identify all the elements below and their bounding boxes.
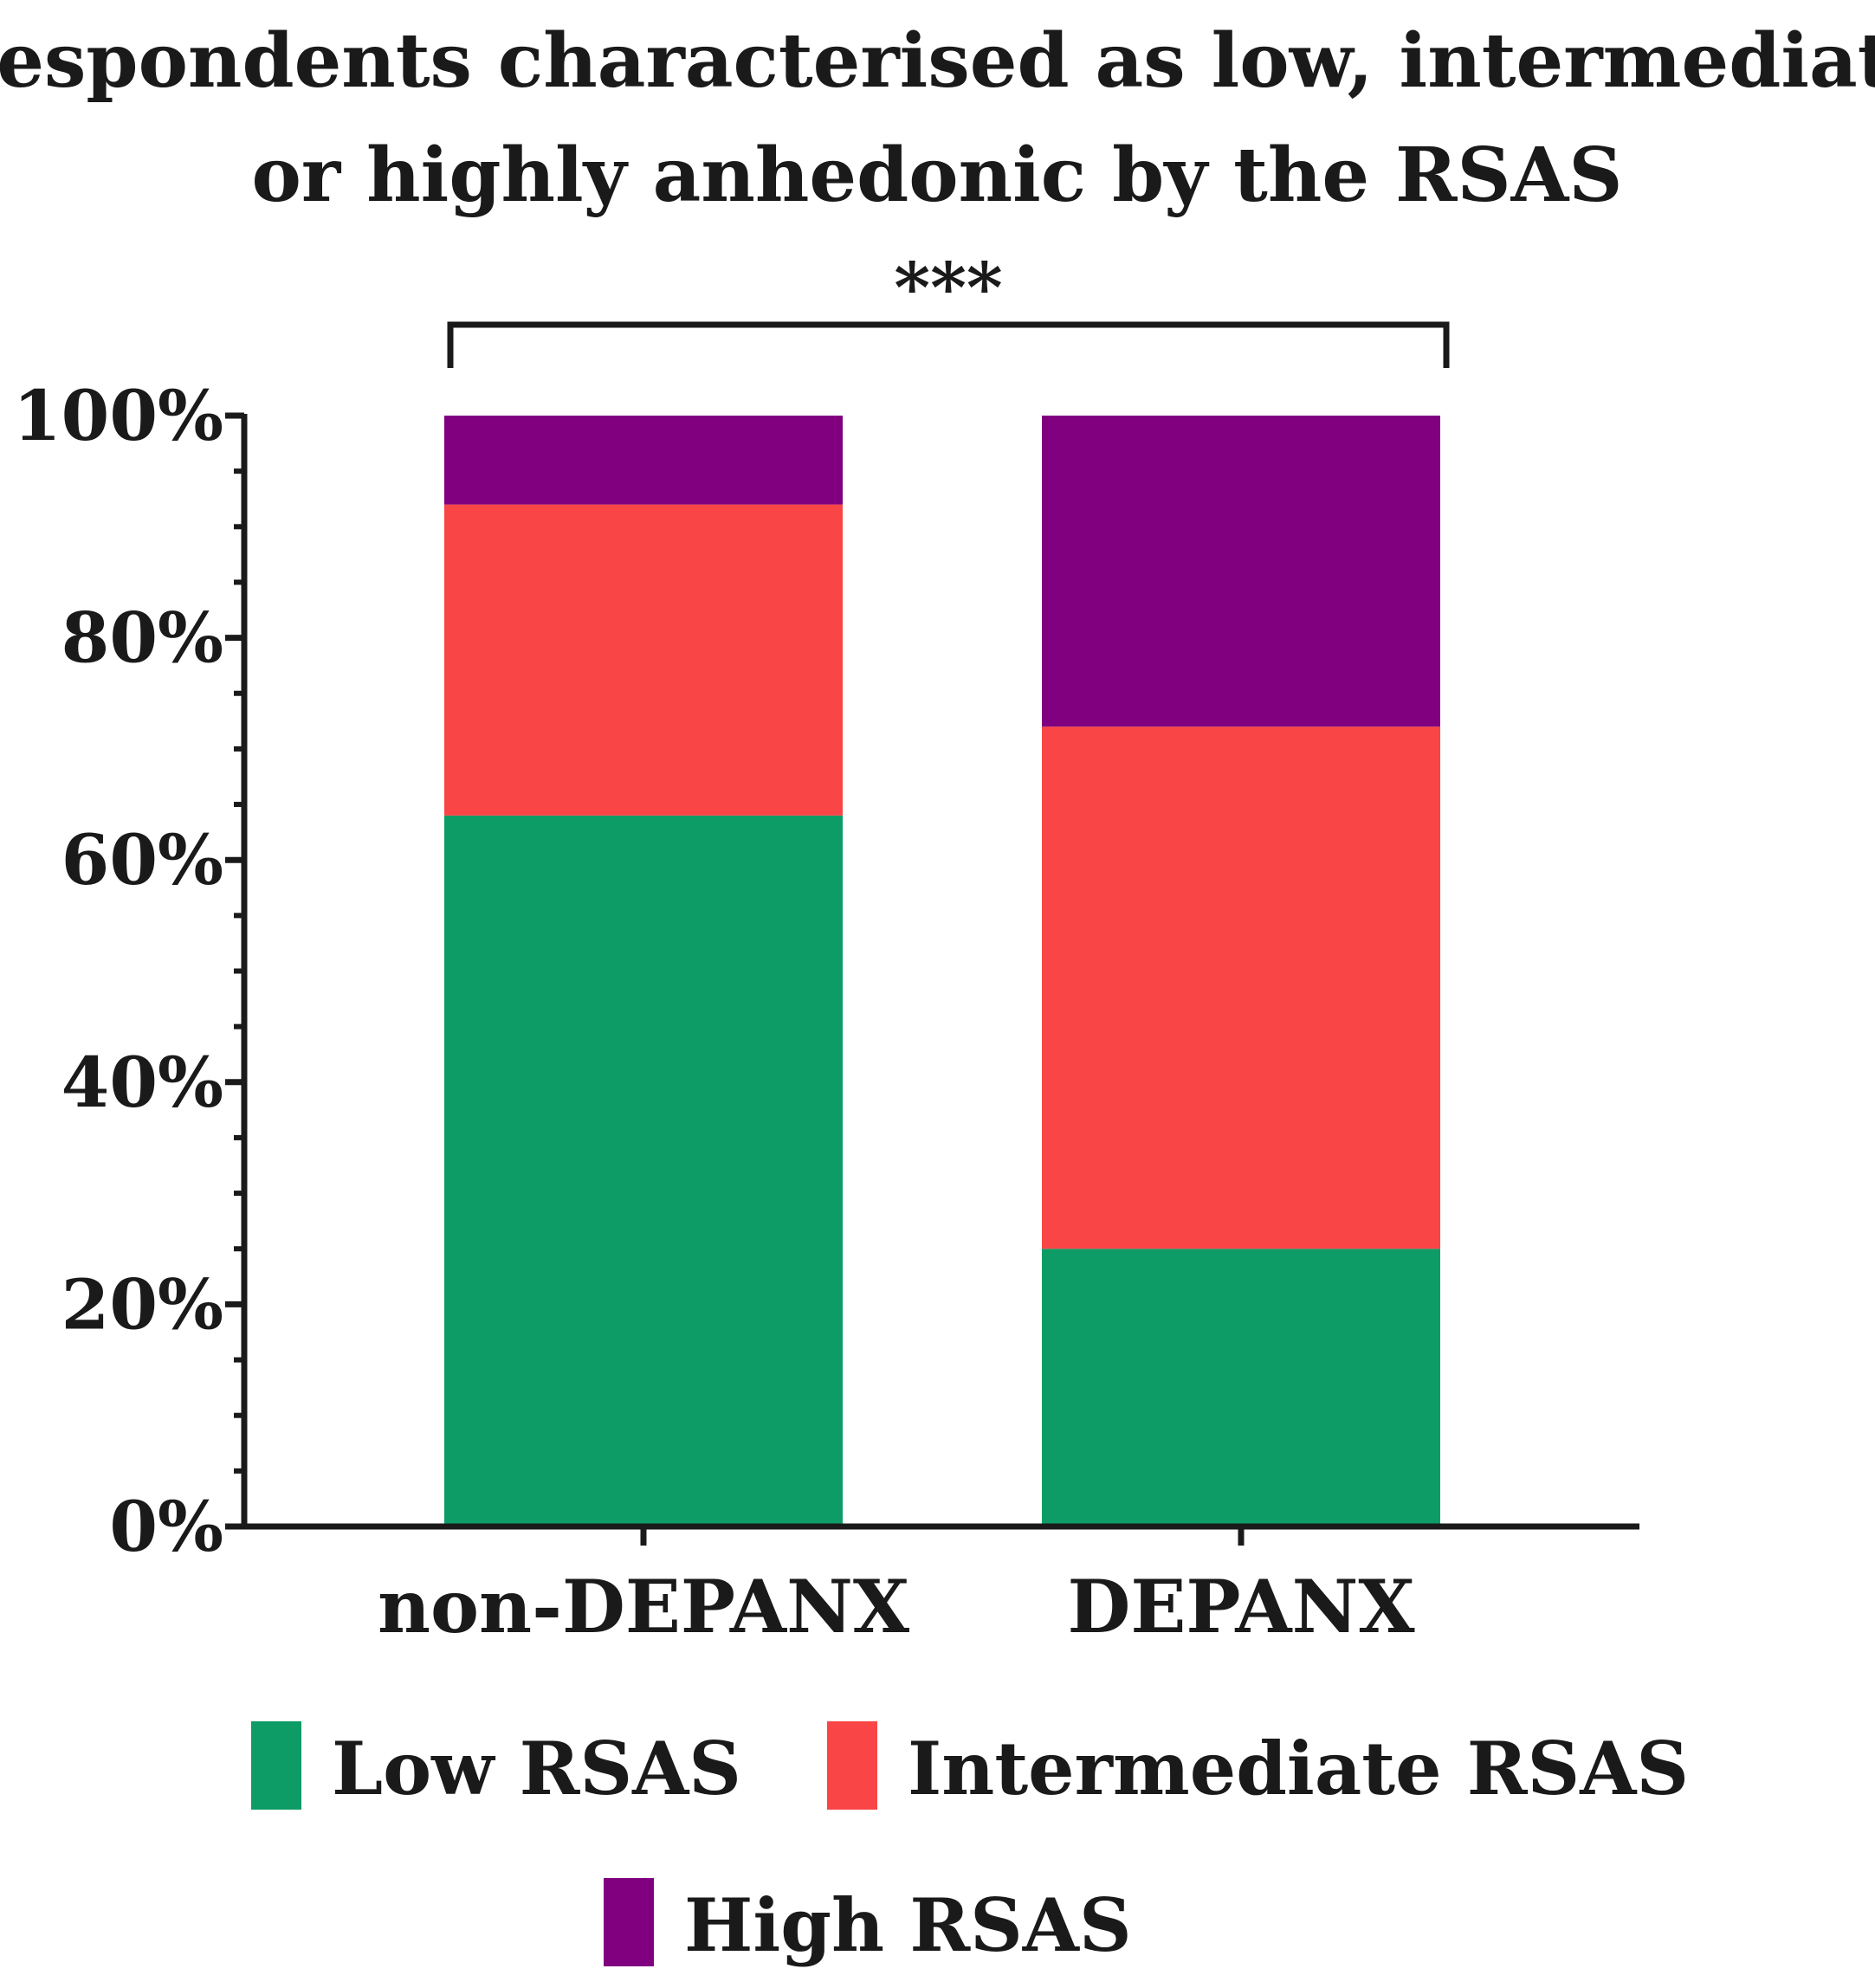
bar-depanx-high-rsas	[1042, 416, 1440, 727]
legend-label: Low RSAS	[332, 1726, 741, 1811]
x-tick-label: non-DEPANX	[378, 1564, 910, 1649]
y-tick-label: 100%	[13, 375, 223, 456]
y-tick-label: 60%	[61, 819, 223, 900]
legend-swatch	[827, 1721, 877, 1810]
y-tick-label: 20%	[61, 1263, 223, 1345]
x-tick-label: DEPANX	[1067, 1564, 1415, 1649]
bar-non-depanx-low-rsas	[444, 815, 843, 1526]
y-tick-label: 0%	[109, 1486, 223, 1567]
legend-label: High RSAS	[684, 1882, 1132, 1968]
chart-title-line-2: or highly anhedonic by the RSAS	[252, 132, 1623, 219]
significance-label: ***	[894, 247, 1003, 328]
y-tick-label: 40%	[61, 1042, 223, 1123]
chart-title-line-1: Respondents characterised as low, interm…	[0, 17, 1875, 105]
legend-label: Intermediate RSAS	[908, 1726, 1689, 1811]
legend-swatch	[251, 1721, 301, 1810]
y-tick-label: 80%	[61, 597, 223, 679]
legend-swatch	[604, 1878, 654, 1966]
bar-depanx-intermediate-rsas	[1042, 726, 1440, 1249]
bar-depanx-low-rsas	[1042, 1249, 1440, 1526]
bar-non-depanx-high-rsas	[444, 416, 843, 505]
bar-non-depanx-intermediate-rsas	[444, 504, 843, 816]
legend: Low RSAS Intermediate RSAS High RSAS	[251, 1721, 1689, 1968]
significance-bracket: ***	[447, 247, 1450, 368]
